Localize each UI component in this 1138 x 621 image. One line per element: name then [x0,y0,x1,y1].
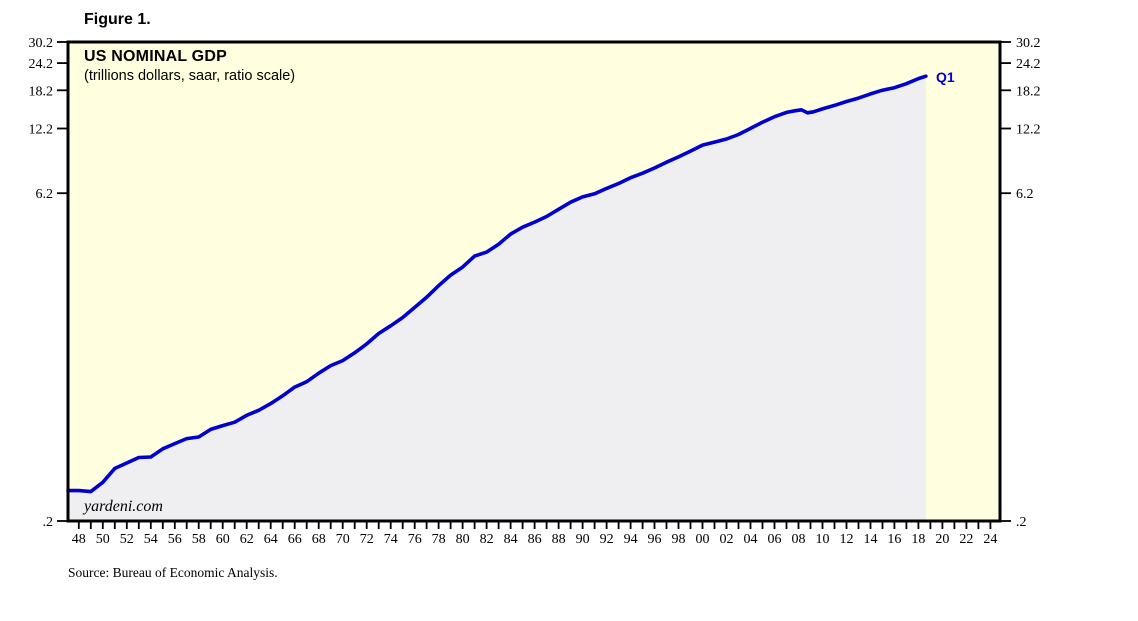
chart-subtitle: (trillions dollars, saar, ratio scale) [84,68,296,84]
y-axis-tick-label-left: 6.2 [36,187,54,202]
x-axis-tick-label: 88 [552,532,566,547]
x-axis-tick-label: 00 [696,532,710,547]
x-axis-tick-label: 12 [840,532,854,547]
x-axis-tick-label: 22 [959,532,973,547]
x-axis-tick-label: 82 [480,532,494,547]
x-axis-tick-label: 78 [432,532,446,547]
x-axis-tick-label: 54 [144,532,158,547]
x-axis-tick-label: 20 [935,532,949,547]
source-note: Source: Bureau of Economic Analysis. [68,565,278,580]
x-axis-tick-label: 14 [864,532,878,547]
x-axis-tick-label: 18 [911,532,925,547]
x-axis-tick-label: 56 [168,532,182,547]
chart-title: US NOMINAL GDP [84,48,227,65]
x-axis-tick-label: 80 [456,532,470,547]
x-axis-tick-label: 68 [312,532,326,547]
y-axis-tick-label-left: 18.2 [29,84,54,99]
x-axis-tick-label: 98 [672,532,686,547]
x-axis-tick-label: 86 [528,532,542,547]
plot-border [66,40,1002,523]
series-area-fill [68,76,926,521]
x-axis-tick-label: 06 [768,532,782,547]
x-axis-tick-label: 08 [792,532,806,547]
y-axis-tick-label-left: 30.2 [29,36,54,51]
x-axis-tick-label: 52 [120,532,134,547]
x-axis-tick-label: 62 [240,532,254,547]
x-axis-tick-label: 02 [720,532,734,547]
y-axis-tick-label-right: 12.2 [1016,123,1041,138]
x-axis-tick-label: 74 [384,532,398,547]
x-axis-tick-label: 50 [96,532,110,547]
x-axis-tick-label: 64 [264,532,278,547]
x-axis-tick-label: 48 [72,532,86,547]
x-axis-tick-label: 66 [288,532,302,547]
y-axis-tick-label-right: 30.2 [1016,36,1041,51]
y-axis-tick-label-right: .2 [1016,515,1027,530]
x-axis-tick-label: 04 [744,532,758,547]
x-axis-tick-label: 16 [887,532,901,547]
x-axis-tick-label: 10 [816,532,830,547]
y-axis-tick-label-right: 6.2 [1016,187,1034,202]
x-axis-tick-label: 72 [360,532,374,547]
x-axis-tick-label: 84 [504,532,518,547]
x-axis-tick-label: 92 [600,532,614,547]
x-axis-tick-label: 96 [648,532,662,547]
x-axis-tick-label: 76 [408,532,422,547]
watermark-yardeni: yardeni.com [84,498,163,515]
x-axis-tick-label: 70 [336,532,350,547]
y-axis-tick-label-left: .2 [43,515,54,530]
y-axis-tick-label-right: 24.2 [1016,57,1041,72]
x-axis-tick-label: 58 [192,532,206,547]
x-axis-tick-label: 60 [216,532,230,547]
x-axis-tick-label: 90 [576,532,590,547]
y-axis-tick-label-right: 18.2 [1016,84,1041,99]
y-axis-tick-label-left: 12.2 [29,123,54,138]
y-axis-tick-label-left: 24.2 [29,57,54,72]
x-axis-tick-label: 24 [983,532,997,547]
series-end-label-q1: Q1 [936,69,955,85]
x-axis-tick-label: 94 [624,532,638,547]
figure-label: Figure 1. [84,11,151,28]
gdp-series-line [66,74,928,494]
